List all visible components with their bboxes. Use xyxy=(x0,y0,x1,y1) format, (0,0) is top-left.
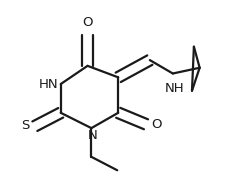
Text: O: O xyxy=(82,16,93,30)
Text: S: S xyxy=(21,119,30,132)
Text: HN: HN xyxy=(38,78,58,91)
Text: N: N xyxy=(88,129,97,142)
Text: O: O xyxy=(152,118,162,131)
Text: NH: NH xyxy=(165,82,184,95)
